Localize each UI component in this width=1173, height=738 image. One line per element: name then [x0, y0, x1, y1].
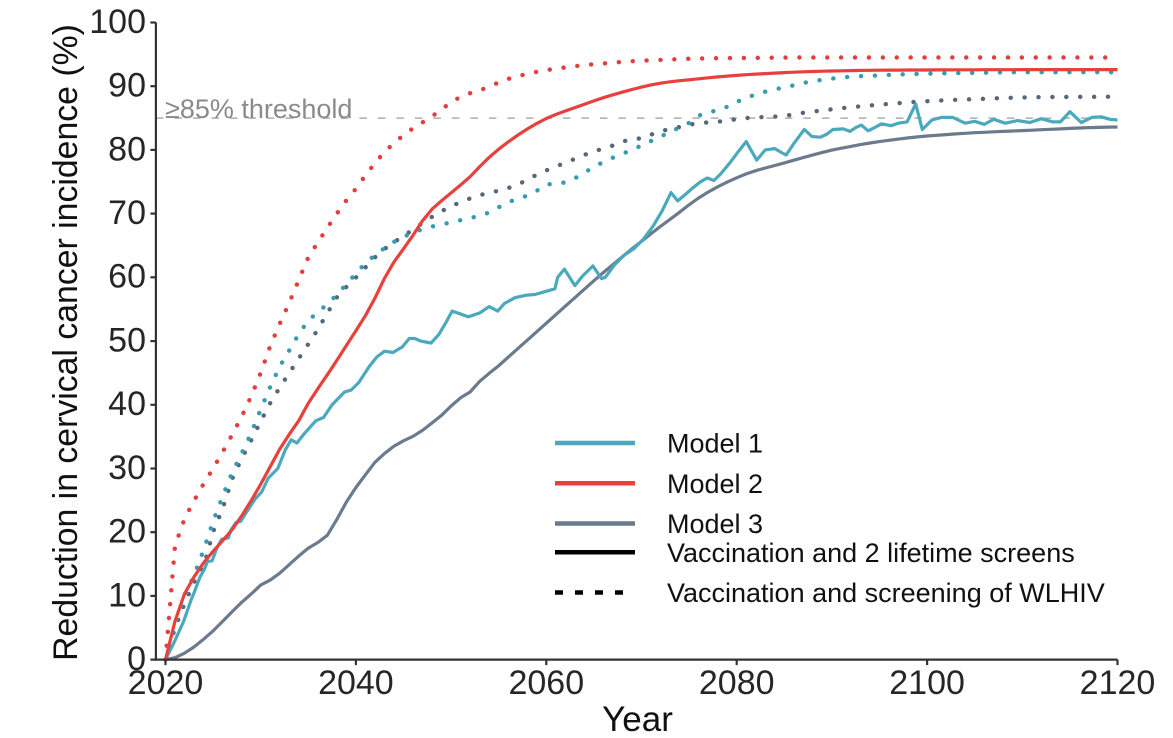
svg-text:Year: Year: [602, 700, 673, 738]
svg-text:80: 80: [108, 130, 146, 168]
svg-text:0: 0: [127, 640, 146, 678]
svg-text:Model 1: Model 1: [667, 429, 763, 459]
svg-text:70: 70: [108, 194, 146, 232]
svg-text:50: 50: [108, 321, 146, 359]
svg-text:Vaccination and screening of W: Vaccination and screening of WLHIV: [667, 578, 1105, 608]
svg-text:10: 10: [108, 576, 146, 614]
svg-text:2060: 2060: [508, 664, 584, 702]
svg-text:20: 20: [108, 513, 146, 551]
svg-text:2080: 2080: [699, 664, 775, 702]
svg-text:Reduction in cervical cancer i: Reduction in cervical cancer incidence (…: [47, 24, 85, 661]
svg-text:Vaccination and 2 lifetime scr: Vaccination and 2 lifetime screens: [667, 538, 1075, 568]
svg-text:100: 100: [89, 3, 146, 41]
svg-text:2120: 2120: [1080, 664, 1156, 702]
svg-text:30: 30: [108, 449, 146, 487]
svg-text:2100: 2100: [889, 664, 965, 702]
svg-text:90: 90: [108, 67, 146, 105]
svg-text:Model 2: Model 2: [667, 469, 763, 499]
svg-text:≥85% threshold: ≥85% threshold: [165, 94, 352, 124]
svg-text:60: 60: [108, 258, 146, 296]
svg-text:40: 40: [108, 385, 146, 423]
svg-text:Model 3: Model 3: [667, 509, 763, 539]
svg-text:2040: 2040: [318, 664, 394, 702]
svg-text:2020: 2020: [128, 664, 204, 702]
